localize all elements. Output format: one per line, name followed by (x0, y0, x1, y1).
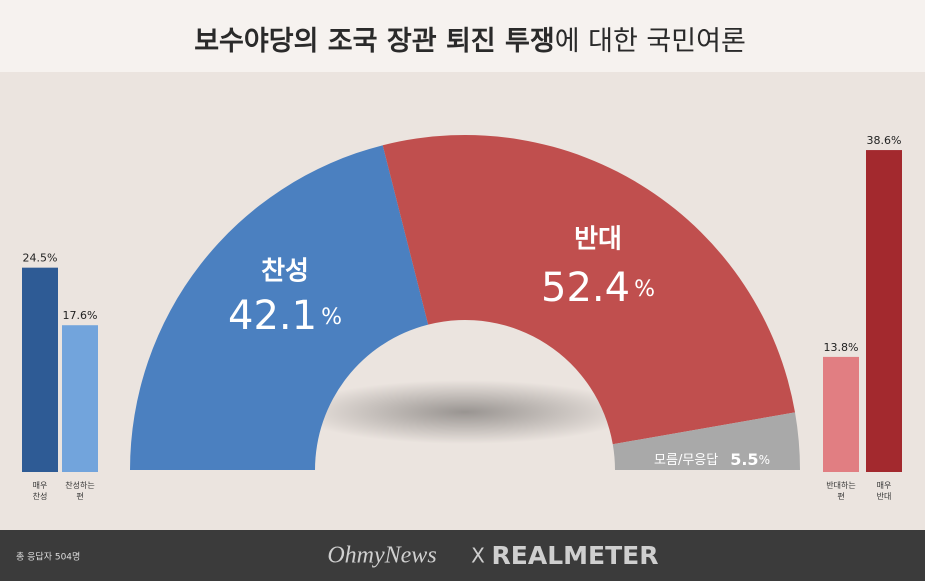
brand: REALMETER (492, 541, 659, 570)
segment-unit: % (759, 453, 770, 467)
donut-segment (382, 134, 796, 445)
title-bold: 보수야당의 조국 장관 퇴진 투쟁 (194, 26, 555, 57)
segment-value: 5.5 (730, 450, 758, 469)
bar (823, 356, 859, 472)
segment-label: 52.4% (541, 265, 655, 311)
donut-segment (130, 145, 429, 470)
bar (866, 150, 902, 473)
value-label: 24.5% (23, 252, 58, 265)
value-label: 13.8% (824, 341, 859, 354)
bar-category: 찬성하는 편 (65, 481, 95, 501)
segment-unit: % (321, 305, 342, 330)
segment-value: 42.1 (228, 293, 317, 339)
segment-name: 반대 (574, 225, 622, 255)
bar-category: 매우 찬성 (32, 481, 48, 501)
segment-label: 42.1% (228, 293, 342, 339)
shadow (295, 380, 635, 444)
brand: OhmyNews (327, 543, 436, 569)
segment-unit: % (634, 277, 655, 302)
segment-name: 모름/무응답 (654, 453, 718, 468)
title-band (0, 0, 925, 72)
segment-label: 모름/무응답 5.5% (654, 450, 770, 469)
donut-segment (612, 412, 800, 470)
segment-name: 찬성 (261, 257, 309, 287)
footer-note: 총 응답자 504명 (16, 551, 80, 563)
bar-category: 반대하는 편 (826, 481, 856, 501)
value-label: 38.6% (867, 134, 902, 147)
separator: X (471, 544, 485, 568)
value-label: 17.6% (63, 309, 98, 322)
title-rest: 에 대한 국민여론 (555, 26, 746, 57)
title: 보수야당의 조국 장관 퇴진 투쟁에 대한 국민여론 (194, 26, 746, 57)
bar-category: 매우 반대 (876, 481, 892, 501)
bar (22, 267, 58, 472)
footer-band (0, 530, 925, 581)
bar (62, 325, 98, 472)
segment-value: 52.4 (541, 265, 630, 311)
